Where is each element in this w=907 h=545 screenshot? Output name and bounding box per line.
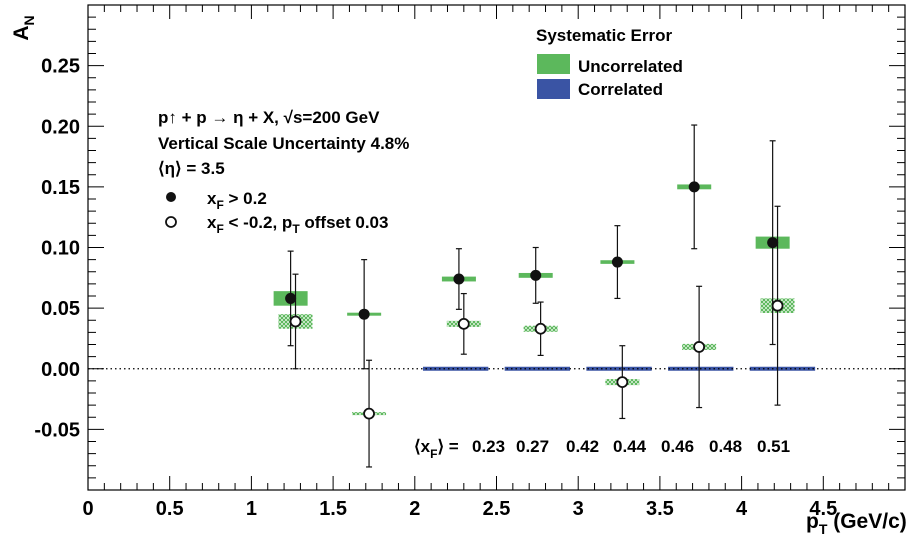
legend-correlated-label: Correlated [578,80,663,99]
error-bars [287,124,781,468]
data-point-open [534,322,547,335]
data-point-open [771,299,784,312]
x-tick-label: 0 [82,498,93,520]
legend-filled-marker [166,192,176,202]
data-point-open [289,315,302,328]
y-tick-label: 0.20 [41,116,80,138]
xf-value: 0.51 [757,437,790,456]
x-tick-label: 1 [246,498,257,520]
x-tick-label: 3.5 [646,498,674,520]
x-tick-label: 1.5 [319,498,347,520]
data-point-filled [767,237,779,249]
correlated-error-bar [422,366,489,371]
data-point-filled [285,292,297,304]
xf-value: 0.27 [516,437,549,456]
systematic-error-legend: Systematic Error Uncorrelated Correlated [536,26,683,99]
y-tick-label: 0.00 [41,359,80,381]
scale-uncertainty-label: Vertical Scale Uncertainty 4.8% [158,134,409,153]
x-tick-label: 0.5 [156,498,184,520]
xf-value: 0.23 [472,437,505,456]
data-point-open [616,376,629,388]
xf-label: ⟨xF⟩ = [414,437,459,461]
data-point-open [363,407,375,420]
y-tick-label: -0.05 [34,419,80,441]
xf-value: 0.44 [613,437,647,456]
legend-open-marker [165,216,177,228]
x-tick-label: 4.5 [809,498,837,520]
reaction-label: p↑ + p → η + X, √s=200 GeV [158,108,380,127]
legend-uncorrelated-swatch [537,54,570,74]
xf-value: 0.42 [566,437,599,456]
y-tick-label: 0.05 [41,298,80,320]
y-tick-label: 0.15 [41,177,80,199]
legend-uncorrelated-label: Uncorrelated [578,57,683,76]
x-tick-label: 2 [409,498,420,520]
legend-title: Systematic Error [536,26,672,45]
data-point-filled [530,269,542,281]
legend-correlated-swatch [537,79,570,99]
y-tick-label: 0.25 [41,56,80,78]
data-points [285,181,784,420]
xf-value: 0.48 [709,437,742,456]
legend-filled-label: xF > 0.2 [207,189,267,212]
data-point-filled [358,308,370,320]
x-axis-title: pT (GeV/c) [806,510,907,537]
x-tick-label: 4 [736,498,748,520]
y-tick-label: 0.10 [41,238,80,260]
data-point-filled [453,273,465,285]
axis-ticks: 0 0.5 1 1.5 2 2.5 3 3.5 4 4.5-0.050.000.050.100.1… [34,4,906,520]
eta-label: ⟨η⟩ = 3.5 [158,159,225,178]
x-tick-label: 3 [573,498,584,520]
data-point-filled [688,181,700,193]
marker-legend: xF > 0.2 xF < -0.2, pT offset 0.03 [165,189,388,236]
data-point-open [693,341,706,353]
legend-open-label: xF < -0.2, pT offset 0.03 [207,213,388,236]
correlated-error-bar [504,366,571,371]
x-tick-label: 2.5 [483,498,511,520]
y-axis-title: AN [10,15,37,40]
xf-value: 0.46 [661,437,694,456]
xf-values-row: ⟨xF⟩ = 0.23 0.27 0.42 0.44 0.46 0.48 0.5… [414,437,790,461]
data-point-open [457,317,470,330]
data-point-filled [611,256,623,268]
